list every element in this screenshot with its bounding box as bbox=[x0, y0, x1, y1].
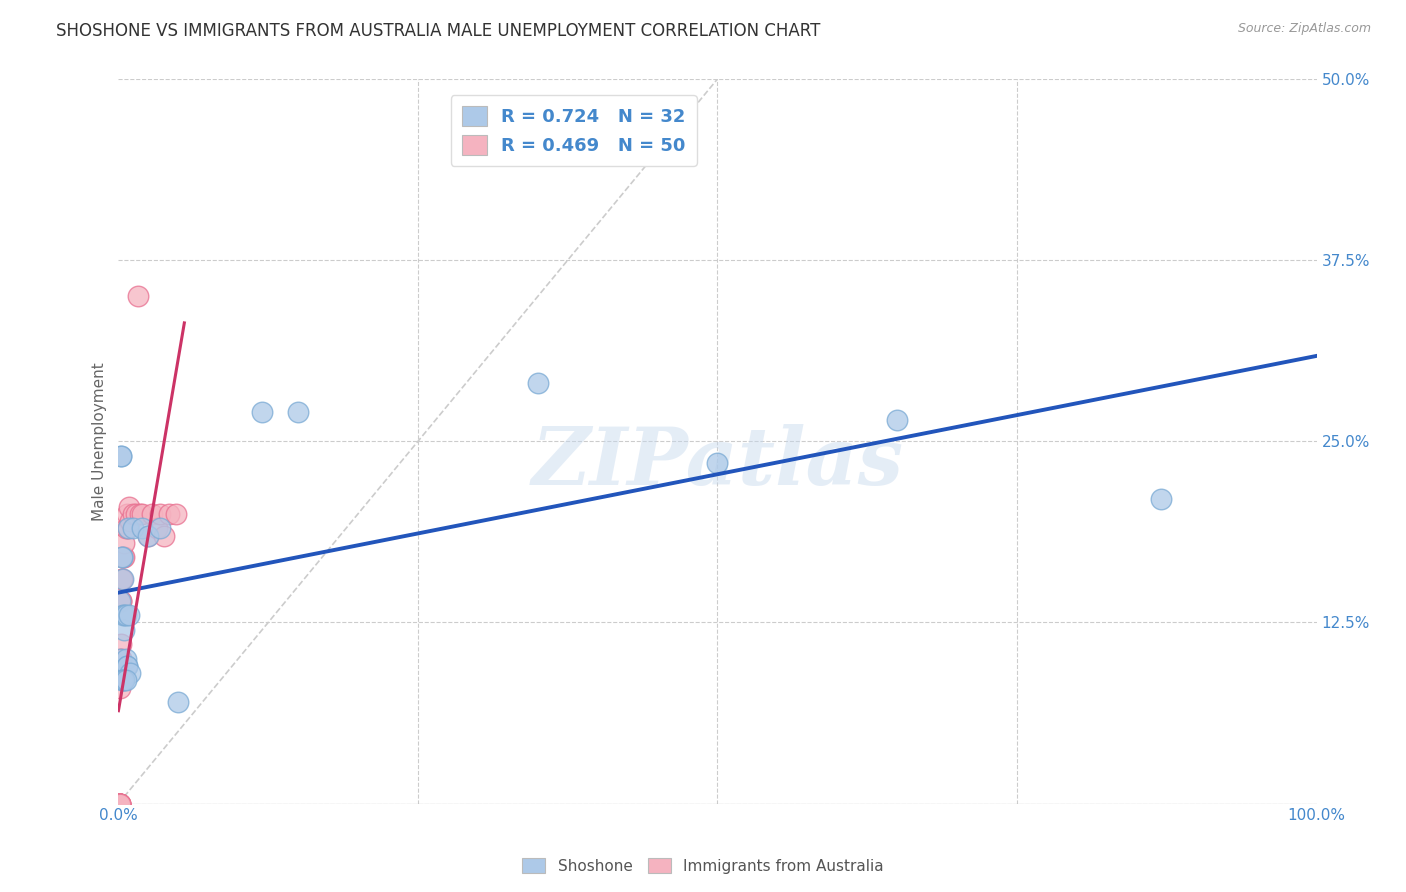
Point bbox=[108, 797, 131, 811]
Point bbox=[112, 673, 135, 688]
Point bbox=[108, 797, 131, 811]
Point bbox=[287, 405, 309, 419]
Point bbox=[149, 521, 172, 535]
Point bbox=[110, 637, 132, 651]
Point bbox=[114, 651, 136, 665]
Point bbox=[120, 514, 142, 528]
Point bbox=[108, 593, 131, 607]
Point bbox=[108, 797, 131, 811]
Point bbox=[1150, 492, 1173, 507]
Point bbox=[114, 608, 136, 623]
Point bbox=[108, 797, 131, 811]
Legend: R = 0.724   N = 32, R = 0.469   N = 50: R = 0.724 N = 32, R = 0.469 N = 50 bbox=[451, 95, 696, 166]
Point bbox=[125, 507, 148, 521]
Y-axis label: Male Unemployment: Male Unemployment bbox=[93, 362, 107, 521]
Point bbox=[112, 608, 135, 623]
Point bbox=[118, 500, 141, 514]
Point bbox=[108, 797, 131, 811]
Point bbox=[141, 507, 163, 521]
Point bbox=[107, 797, 129, 811]
Point bbox=[111, 550, 134, 565]
Point bbox=[110, 666, 132, 681]
Point bbox=[111, 572, 134, 586]
Point bbox=[114, 521, 136, 535]
Point bbox=[149, 507, 172, 521]
Point bbox=[165, 507, 187, 521]
Point bbox=[111, 572, 134, 586]
Point bbox=[157, 507, 180, 521]
Point bbox=[146, 521, 169, 535]
Point bbox=[108, 797, 131, 811]
Point bbox=[108, 797, 131, 811]
Point bbox=[138, 528, 160, 542]
Point bbox=[120, 666, 142, 681]
Point bbox=[108, 797, 131, 811]
Point bbox=[110, 681, 132, 695]
Point bbox=[108, 797, 131, 811]
Point bbox=[110, 449, 132, 463]
Point bbox=[131, 507, 153, 521]
Point bbox=[114, 550, 136, 565]
Point bbox=[129, 507, 152, 521]
Point bbox=[108, 797, 131, 811]
Point bbox=[111, 673, 134, 688]
Text: SHOSHONE VS IMMIGRANTS FROM AUSTRALIA MALE UNEMPLOYMENT CORRELATION CHART: SHOSHONE VS IMMIGRANTS FROM AUSTRALIA MA… bbox=[56, 22, 821, 40]
Point bbox=[114, 608, 136, 623]
Point bbox=[250, 405, 273, 419]
Point bbox=[115, 659, 138, 673]
Legend: Shoshone, Immigrants from Australia: Shoshone, Immigrants from Australia bbox=[516, 852, 890, 880]
Point bbox=[108, 797, 131, 811]
Point bbox=[110, 651, 132, 665]
Text: Source: ZipAtlas.com: Source: ZipAtlas.com bbox=[1237, 22, 1371, 36]
Point bbox=[118, 608, 141, 623]
Point bbox=[108, 797, 131, 811]
Point bbox=[112, 550, 135, 565]
Text: ZIPatlas: ZIPatlas bbox=[531, 425, 904, 502]
Point bbox=[114, 673, 136, 688]
Point bbox=[108, 797, 131, 811]
Point bbox=[107, 797, 129, 811]
Point bbox=[153, 528, 176, 542]
Point bbox=[114, 535, 136, 549]
Point bbox=[131, 521, 153, 535]
Point bbox=[167, 695, 190, 709]
Point bbox=[110, 593, 132, 607]
Point bbox=[107, 797, 129, 811]
Point bbox=[886, 412, 908, 426]
Point bbox=[114, 623, 136, 637]
Point bbox=[110, 651, 132, 665]
Point bbox=[108, 797, 131, 811]
Point bbox=[108, 797, 131, 811]
Point bbox=[138, 528, 160, 542]
Point bbox=[114, 673, 136, 688]
Point bbox=[107, 797, 129, 811]
Point bbox=[117, 521, 139, 535]
Point bbox=[121, 507, 143, 521]
Point bbox=[117, 521, 139, 535]
Point bbox=[111, 550, 134, 565]
Point bbox=[115, 507, 138, 521]
Point bbox=[108, 651, 131, 665]
Point bbox=[121, 521, 143, 535]
Point bbox=[112, 550, 135, 565]
Point bbox=[127, 289, 149, 303]
Point bbox=[110, 449, 132, 463]
Point bbox=[526, 376, 548, 391]
Point bbox=[110, 593, 132, 607]
Point bbox=[108, 797, 131, 811]
Point bbox=[115, 659, 138, 673]
Point bbox=[112, 572, 135, 586]
Point bbox=[706, 456, 728, 470]
